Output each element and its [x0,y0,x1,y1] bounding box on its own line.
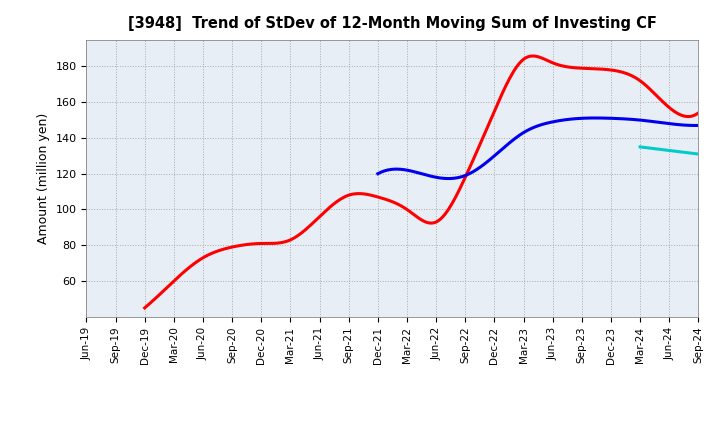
Title: [3948]  Trend of StDev of 12-Month Moving Sum of Investing CF: [3948] Trend of StDev of 12-Month Moving… [128,16,657,32]
Y-axis label: Amount (million yen): Amount (million yen) [37,113,50,244]
